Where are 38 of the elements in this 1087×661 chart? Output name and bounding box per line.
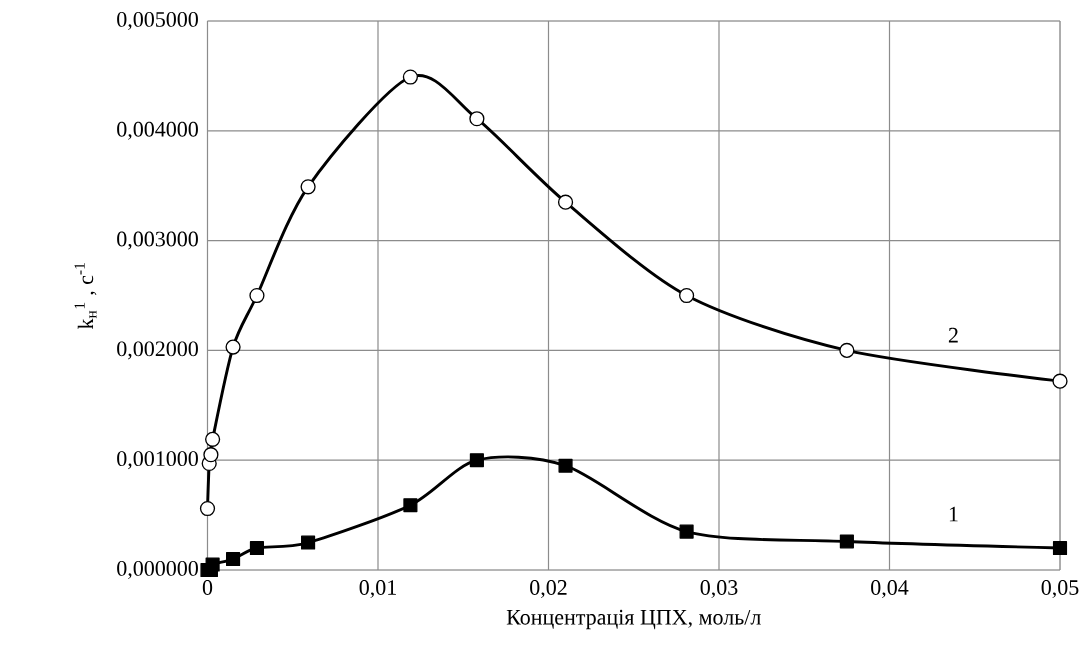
series-label: 2	[948, 327, 958, 343]
x-tick-label: 0,03	[700, 580, 738, 599]
point	[403, 498, 418, 513]
point	[1052, 540, 1068, 556]
point	[249, 287, 265, 304]
point	[469, 111, 485, 127]
point	[839, 342, 855, 358]
point	[203, 447, 219, 463]
point	[839, 534, 854, 549]
point	[679, 287, 695, 304]
y-tick-label: 0,003000	[117, 231, 198, 250]
series-label: 1	[949, 506, 958, 522]
point	[225, 339, 241, 355]
point	[1052, 373, 1068, 389]
y-axis-title: k$_{н}$$^{1}$ , с$^{-1}$	[74, 263, 97, 330]
point	[469, 453, 484, 468]
y-tick-label: 0,000000	[117, 560, 198, 580]
point	[679, 524, 694, 539]
x-tick-label: 0,05	[1041, 580, 1079, 599]
x-tick-label: 0	[202, 580, 213, 595]
point	[205, 431, 221, 447]
point	[249, 540, 265, 556]
point	[558, 458, 573, 473]
point	[402, 69, 418, 85]
x-tick-label: 0,01	[359, 580, 396, 599]
point	[226, 551, 241, 567]
y-tick-label: 0,002000	[117, 341, 198, 360]
x-tick-label: 0,02	[530, 580, 567, 599]
y-tick-label: 0,001000	[117, 451, 198, 470]
x-tick-label: 0,04	[871, 580, 909, 599]
point	[205, 557, 220, 572]
point	[557, 194, 574, 210]
point	[301, 535, 316, 550]
point	[199, 500, 216, 517]
y-tick-label: 0,005000	[117, 11, 198, 31]
x-axis-title: Концентрація ЦПХ, моль/л	[506, 609, 761, 630]
point	[300, 179, 316, 195]
y-tick-label: 0,004000	[117, 121, 198, 140]
